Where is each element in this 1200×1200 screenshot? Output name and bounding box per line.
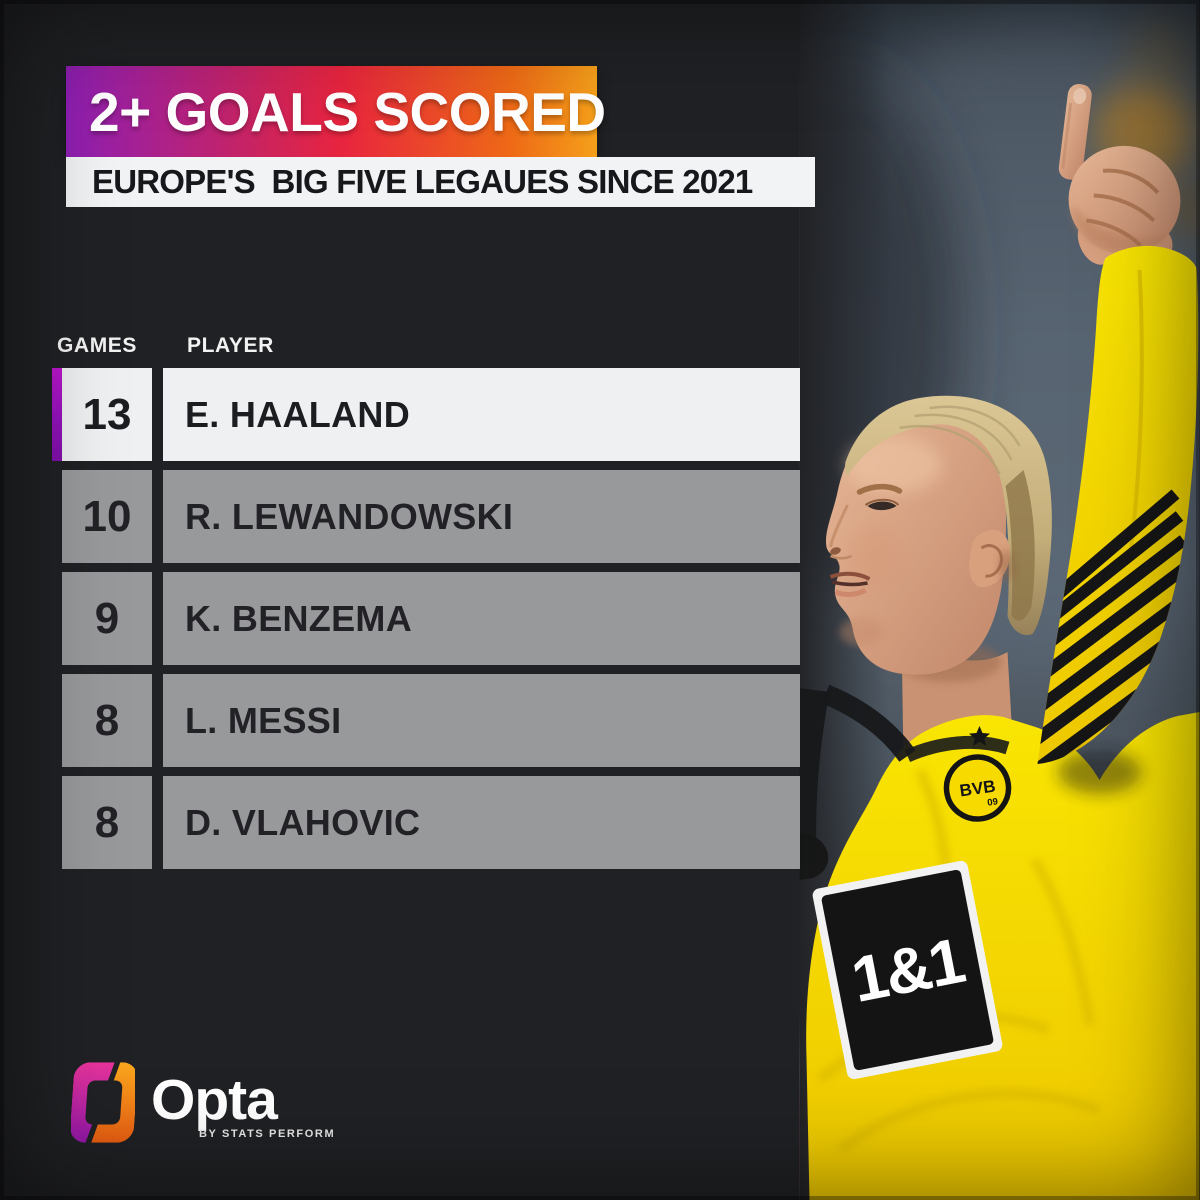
games-cell: 8	[62, 776, 152, 869]
table-row-benzema: 9 K. BENZEMA	[62, 572, 800, 665]
stats-table: 13 E. HAALAND 10 R. LEWANDOWSKI 9 K. BEN…	[52, 368, 800, 869]
brand-tagline: BY STATS PERFORM	[199, 1128, 336, 1140]
badge-letters: BVB	[958, 777, 996, 801]
hair	[845, 395, 1052, 636]
page-title: 2+ GOALS SCORED	[89, 80, 606, 143]
player-cell: L. MESSI	[163, 674, 800, 767]
games-cell: 9	[62, 572, 152, 665]
fist	[1068, 145, 1181, 255]
games-cell: 8	[62, 674, 152, 767]
eye	[867, 501, 897, 511]
column-header-player: PLAYER	[187, 334, 274, 357]
player-cell: K. BENZEMA	[163, 572, 800, 665]
bvb-badge: BVB 09	[943, 754, 1012, 822]
games-cell: 10	[62, 470, 152, 563]
title-banner: 2+ GOALS SCORED	[66, 66, 606, 157]
accent-strip	[52, 368, 62, 461]
opta-ring-icon	[71, 1062, 135, 1143]
jersey-collar	[799, 684, 1010, 866]
table-row-messi: 8 L. MESSI	[62, 674, 800, 767]
jersey-torso	[806, 712, 1200, 1200]
jersey-sleeve	[1037, 245, 1199, 764]
player-cell: E. HAALAND	[163, 368, 800, 461]
table-row-haaland: 13 E. HAALAND	[52, 368, 800, 461]
player-cell: R. LEWANDOWSKI	[163, 470, 800, 563]
player-photo: BVB 09 1&1	[799, 0, 1200, 1200]
sponsor-patch: 1&1	[812, 860, 1003, 1080]
player-cell: D. VLAHOVIC	[163, 776, 800, 869]
table-row-vlahovic: 8 D. VLAHOVIC	[62, 776, 800, 869]
brand-name: Opta	[151, 1068, 278, 1132]
pointing-finger	[1058, 84, 1092, 180]
player-figure: BVB 09 1&1	[799, 84, 1200, 1200]
eyebrow	[856, 483, 903, 495]
puma-logo-icon	[799, 833, 829, 880]
player-head	[825, 395, 1052, 675]
mouth	[829, 571, 871, 581]
page-subtitle: EUROPE'S BIG FIVE LEGAUES SINCE 2021	[92, 163, 753, 200]
nostril	[830, 547, 841, 555]
table-row-lewandowski: 10 R. LEWANDOWSKI	[62, 470, 800, 563]
column-header-games: GAMES	[57, 334, 138, 357]
games-cell: 13	[62, 368, 152, 461]
champion-star-icon	[969, 726, 990, 746]
subtitle-banner: EUROPE'S BIG FIVE LEGAUES SINCE 2021	[66, 157, 815, 207]
badge-number: 09	[987, 796, 999, 808]
